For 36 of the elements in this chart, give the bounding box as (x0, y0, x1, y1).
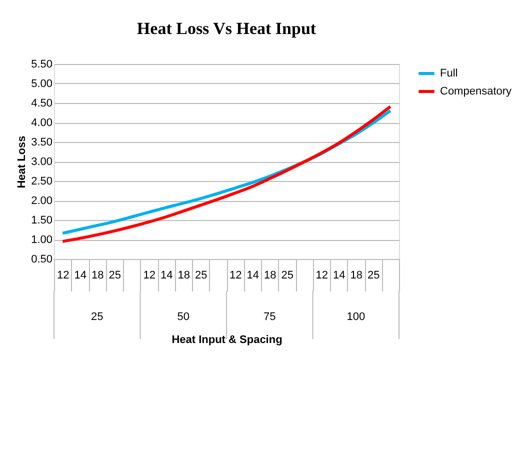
y-tick-label: 5.50 (31, 58, 52, 70)
y-tick-label: 4.50 (31, 98, 52, 110)
text: 100 (346, 311, 366, 323)
y-tick-label: 4.00 (31, 117, 52, 129)
x-tick-label: 18 (178, 270, 190, 282)
y-tick-label: 2.50 (31, 176, 52, 188)
y-tick-label: 2.00 (31, 195, 52, 207)
x-tick-label: 18 (264, 270, 276, 282)
text: 75 (264, 311, 276, 323)
x-tick-label: 25 (195, 270, 208, 282)
text: 25 (91, 311, 104, 323)
y-tick-label: 1.00 (31, 234, 52, 246)
x-axis-title: Heat Input & Spacing (172, 334, 282, 346)
y-tick-label: 3.00 (31, 156, 52, 168)
y-tick-label: 0.50 (31, 254, 52, 266)
x-tick-label: 12 (143, 270, 156, 282)
x-tick-label: 14 (333, 270, 346, 282)
x-tick-label: 14 (74, 270, 86, 282)
y-tick-label: 5.00 (31, 78, 52, 90)
x-tick-label: 25 (108, 270, 121, 282)
legend-label: Compensatory (440, 86, 512, 98)
x-tick-label: 25 (281, 270, 294, 282)
x-tick-label: 18 (350, 270, 362, 282)
legend-label: Full (440, 68, 458, 80)
chart-title: Heat Loss Vs Heat Input (136, 19, 316, 38)
y-axis-title: Heat Loss (16, 136, 28, 188)
x-tick-label: 25 (368, 270, 380, 282)
y-tick-label: 3.50 (31, 136, 52, 148)
x-tick-label: 14 (160, 270, 173, 282)
y-tick-label: 1.50 (31, 214, 52, 226)
text: 50 (177, 311, 190, 323)
x-tick-label: 12 (57, 270, 70, 282)
x-tick-label: 12 (230, 270, 242, 282)
x-tick-label: 12 (316, 270, 328, 282)
x-tick-label: 18 (92, 270, 104, 282)
x-tick-label: 14 (246, 270, 259, 282)
